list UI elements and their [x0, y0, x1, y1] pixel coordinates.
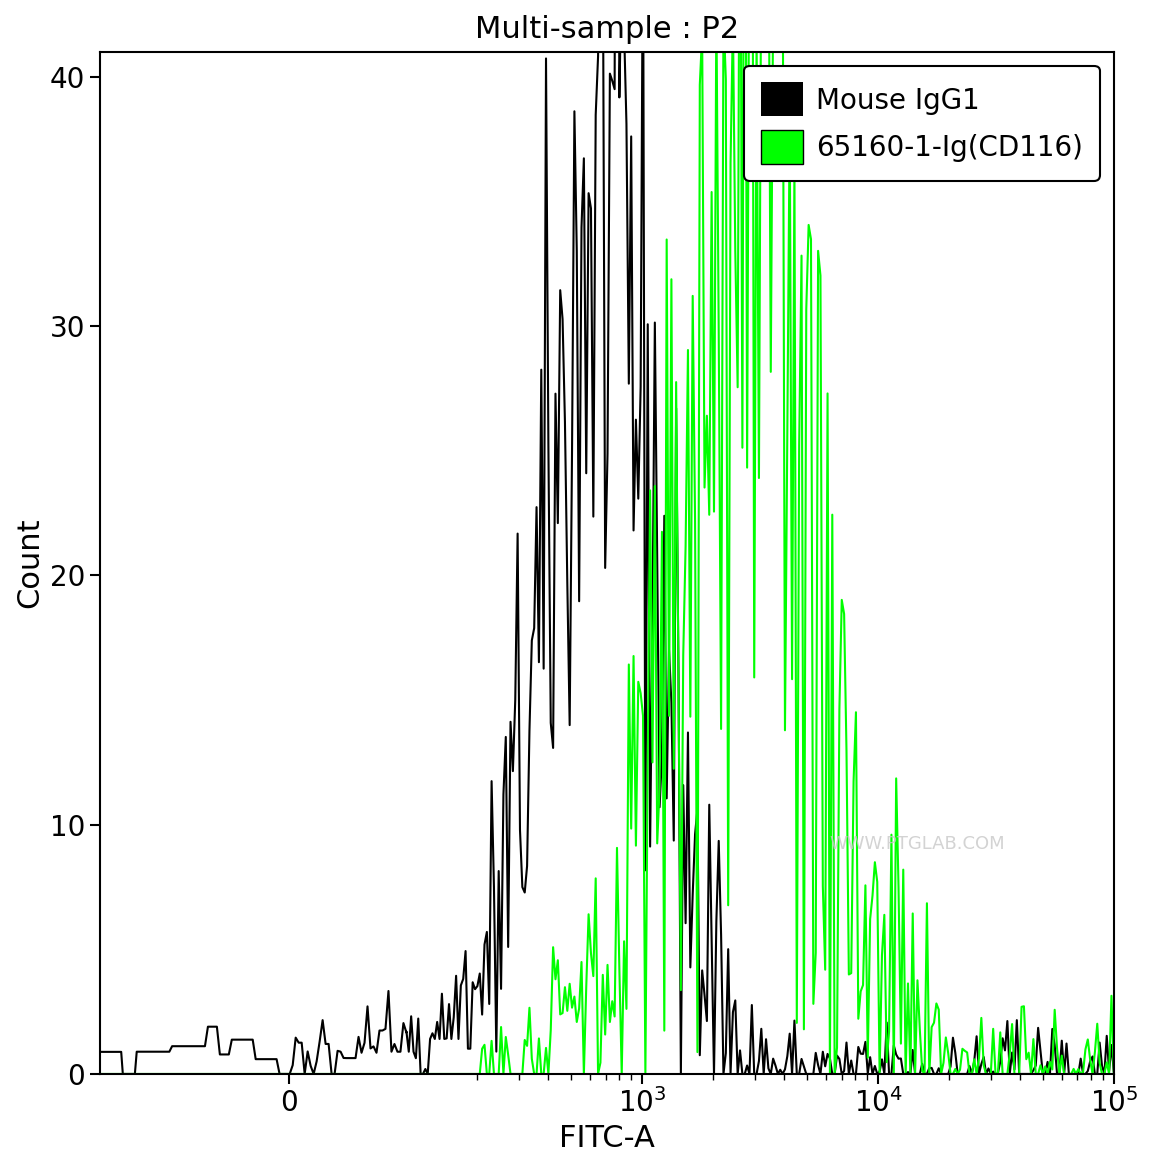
X-axis label: FITC-A: FITC-A — [559, 1124, 655, 1153]
Legend: Mouse IgG1, 65160-1-Ig(CD116): Mouse IgG1, 65160-1-Ig(CD116) — [744, 65, 1100, 181]
Text: WWW.PTGLAB.COM: WWW.PTGLAB.COM — [830, 835, 1005, 853]
Title: Multi-sample : P2: Multi-sample : P2 — [475, 15, 739, 44]
Y-axis label: Count: Count — [15, 517, 44, 609]
